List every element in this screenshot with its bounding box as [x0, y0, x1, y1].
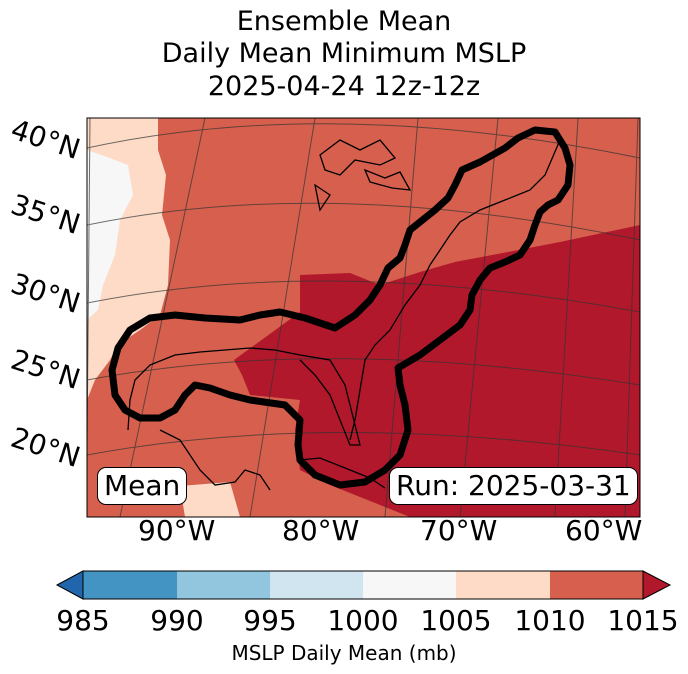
colorbar-990-995: [177, 571, 270, 599]
lon-line-75: [384, 118, 419, 517]
gulf-coast: [127, 347, 301, 431]
florida-peninsula: [299, 354, 361, 446]
colorbar-1000-1005: [363, 571, 456, 599]
colorbar-frame: [82, 570, 644, 600]
lat-line-35: [87, 202, 640, 241]
pressure-field-1005-1010-south: [180, 482, 240, 517]
coastlines: [127, 139, 561, 491]
colorbar-label: MSLP Daily Mean (mb): [231, 641, 457, 665]
lon-label-90: 90°W: [138, 514, 216, 547]
colorbar-above-arrow: [642, 570, 672, 600]
lon-line-60: [624, 118, 639, 517]
chart-title-line-3: 2025-04-24 12z-12z: [207, 71, 481, 102]
pressure-field-1000-1005: [87, 150, 133, 320]
colorbar-below-arrow: [55, 570, 84, 600]
run-date-annotation: Run: 2025-03-31: [389, 467, 638, 505]
colorbar-tick-1000: 1000: [327, 604, 399, 637]
lat-line-30: [87, 280, 640, 313]
cuba: [299, 457, 386, 489]
lon-label-70: 70°W: [420, 514, 498, 547]
graticule: [87, 118, 640, 517]
forecast-contour: [108, 126, 574, 489]
colorbar-1005-1010: [456, 571, 550, 599]
colorbar: [55, 570, 672, 600]
yucatan: [159, 429, 271, 491]
colorbar-1010-1015: [550, 571, 643, 599]
great-lakes: [314, 139, 412, 212]
colorbar-tick-1010: 1010: [514, 604, 586, 637]
lon-line-65: [554, 118, 579, 517]
lon-line-70: [459, 118, 499, 517]
lon-label-80: 80°W: [282, 514, 360, 547]
lat-line-40: [87, 123, 640, 159]
lon-label-60: 60°W: [565, 514, 643, 547]
lat-line-25: [87, 358, 640, 386]
colorbar-tick-995: 995: [243, 604, 297, 637]
lon-line-80: [249, 118, 316, 517]
colorbar-tick-990: 990: [150, 604, 204, 637]
east-coast: [349, 139, 561, 441]
colorbar-tick-1015: 1015: [607, 604, 679, 637]
mean-annotation: Mean: [97, 467, 188, 505]
colorbar-tick-1005: 1005: [420, 604, 492, 637]
chart-title-line-2: Daily Mean Minimum MSLP: [161, 38, 527, 69]
colorbar-985-990: [83, 571, 177, 599]
colorbar-tick-985: 985: [56, 604, 110, 637]
pressure-field-above-1015: [234, 225, 640, 517]
colorbar-995-1000: [270, 571, 363, 599]
map-frame: [86, 117, 641, 518]
lat-line-20: [87, 432, 640, 456]
chart-title-line-1: Ensemble Mean: [236, 6, 452, 37]
